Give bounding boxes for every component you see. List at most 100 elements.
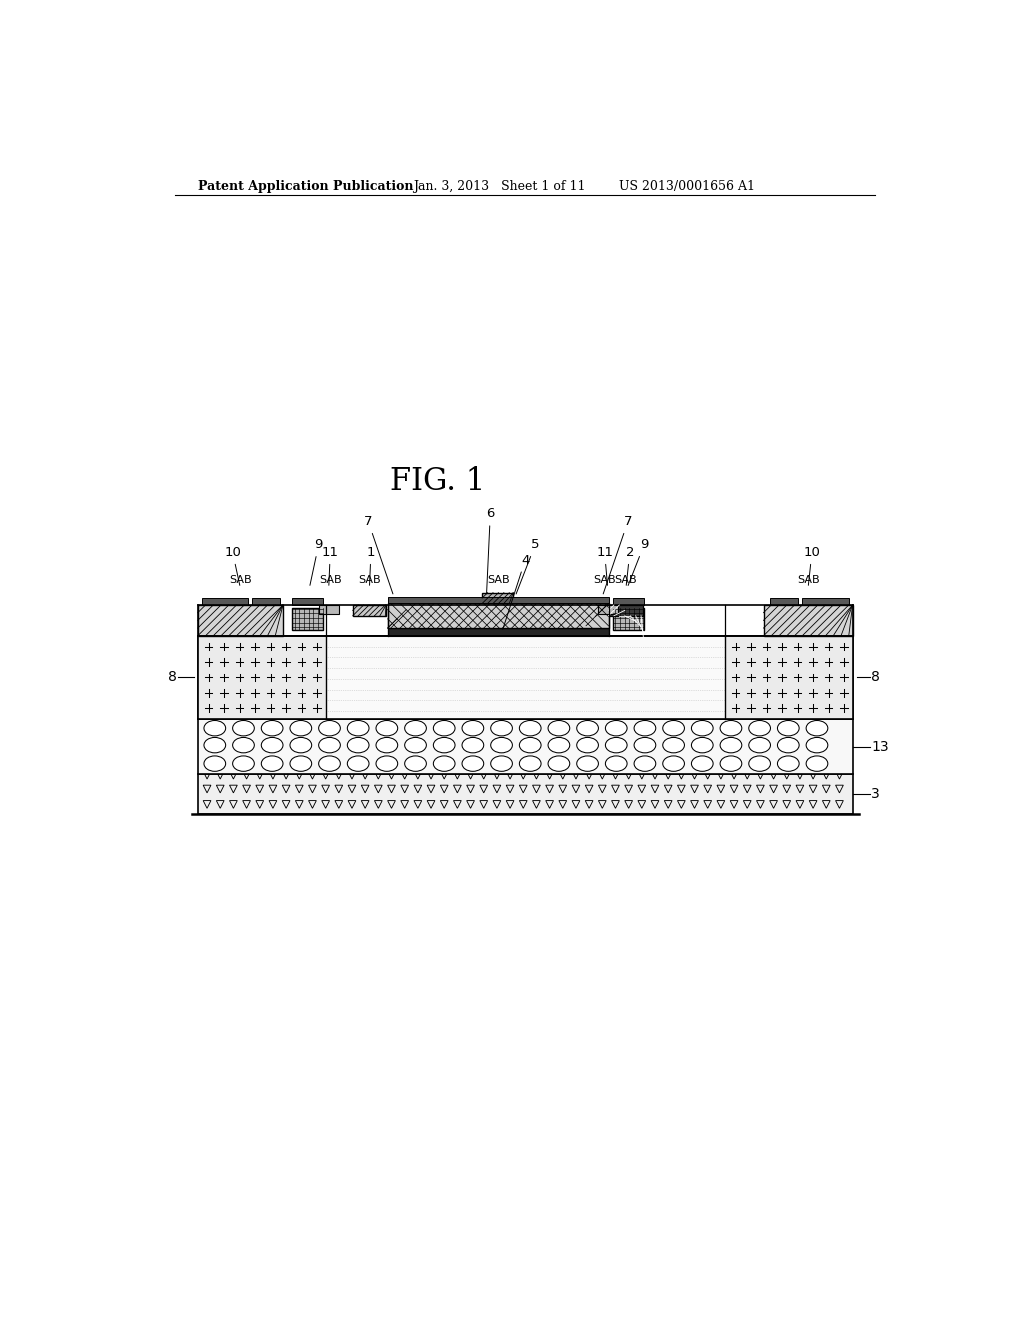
Bar bbox=[198, 775, 853, 814]
Bar bbox=[318, 605, 339, 614]
Text: SAB: SAB bbox=[486, 576, 509, 585]
Text: 7: 7 bbox=[364, 515, 393, 594]
Bar bbox=[388, 597, 608, 603]
Bar bbox=[292, 609, 324, 630]
Ellipse shape bbox=[347, 756, 369, 771]
Ellipse shape bbox=[577, 756, 598, 771]
Bar bbox=[252, 598, 280, 605]
Text: Patent Application Publication: Patent Application Publication bbox=[198, 180, 414, 193]
Ellipse shape bbox=[232, 738, 254, 752]
Text: SAB: SAB bbox=[358, 576, 381, 585]
Ellipse shape bbox=[577, 721, 598, 737]
Ellipse shape bbox=[691, 738, 713, 752]
Text: SAB: SAB bbox=[797, 576, 819, 585]
Text: 10: 10 bbox=[804, 545, 820, 585]
Ellipse shape bbox=[404, 721, 426, 737]
Text: 8: 8 bbox=[168, 671, 177, 684]
Bar bbox=[613, 609, 644, 630]
Text: US 2013/0001656 A1: US 2013/0001656 A1 bbox=[620, 180, 756, 193]
Ellipse shape bbox=[376, 738, 397, 752]
Ellipse shape bbox=[404, 738, 426, 752]
Ellipse shape bbox=[634, 756, 655, 771]
Ellipse shape bbox=[232, 756, 254, 771]
Bar bbox=[198, 636, 853, 719]
Text: 10: 10 bbox=[224, 545, 241, 585]
Ellipse shape bbox=[663, 738, 684, 752]
Ellipse shape bbox=[634, 721, 655, 737]
Text: 7: 7 bbox=[603, 515, 632, 594]
Ellipse shape bbox=[433, 756, 455, 771]
Ellipse shape bbox=[490, 721, 512, 737]
Text: SAB: SAB bbox=[593, 576, 616, 585]
Ellipse shape bbox=[691, 756, 713, 771]
Text: 13: 13 bbox=[871, 739, 889, 754]
Text: 5: 5 bbox=[516, 539, 540, 594]
Ellipse shape bbox=[777, 738, 799, 752]
Text: 2: 2 bbox=[626, 545, 634, 585]
Ellipse shape bbox=[376, 721, 397, 737]
Ellipse shape bbox=[204, 738, 225, 752]
Ellipse shape bbox=[777, 756, 799, 771]
Bar bbox=[388, 603, 608, 628]
Bar bbox=[725, 636, 853, 719]
Bar bbox=[598, 605, 617, 614]
Ellipse shape bbox=[232, 721, 254, 737]
Text: 9: 9 bbox=[628, 539, 648, 586]
Ellipse shape bbox=[376, 756, 397, 771]
Ellipse shape bbox=[433, 738, 455, 752]
Ellipse shape bbox=[462, 756, 483, 771]
Ellipse shape bbox=[634, 738, 655, 752]
Ellipse shape bbox=[261, 756, 283, 771]
Ellipse shape bbox=[462, 721, 483, 737]
Ellipse shape bbox=[806, 738, 827, 752]
Ellipse shape bbox=[749, 756, 770, 771]
Bar bbox=[198, 719, 853, 775]
Ellipse shape bbox=[806, 721, 827, 737]
Bar bbox=[352, 605, 386, 615]
Ellipse shape bbox=[290, 721, 311, 737]
Text: 4: 4 bbox=[503, 553, 529, 630]
Ellipse shape bbox=[548, 721, 569, 737]
Ellipse shape bbox=[490, 756, 512, 771]
Bar bbox=[388, 628, 608, 636]
Text: 8: 8 bbox=[871, 671, 880, 684]
Bar bbox=[326, 636, 725, 719]
Ellipse shape bbox=[462, 738, 483, 752]
Text: FIG. 1: FIG. 1 bbox=[390, 466, 485, 498]
Text: 6: 6 bbox=[486, 507, 495, 594]
Text: 11: 11 bbox=[596, 545, 613, 585]
Bar bbox=[802, 598, 849, 605]
Bar bbox=[608, 605, 643, 615]
Ellipse shape bbox=[519, 721, 541, 737]
Ellipse shape bbox=[204, 721, 225, 737]
Bar bbox=[764, 605, 853, 636]
Ellipse shape bbox=[777, 721, 799, 737]
Ellipse shape bbox=[433, 721, 455, 737]
Ellipse shape bbox=[347, 721, 369, 737]
Text: SAB: SAB bbox=[614, 576, 637, 585]
Text: 11: 11 bbox=[322, 545, 339, 585]
Ellipse shape bbox=[720, 721, 741, 737]
Ellipse shape bbox=[806, 756, 827, 771]
Text: SAB: SAB bbox=[229, 576, 252, 585]
Bar bbox=[198, 605, 283, 636]
Ellipse shape bbox=[318, 721, 340, 737]
Ellipse shape bbox=[605, 721, 627, 737]
Ellipse shape bbox=[347, 738, 369, 752]
Bar bbox=[292, 598, 324, 605]
Text: SAB: SAB bbox=[318, 576, 342, 585]
Ellipse shape bbox=[548, 756, 569, 771]
Ellipse shape bbox=[663, 756, 684, 771]
Bar bbox=[613, 598, 644, 605]
Ellipse shape bbox=[318, 756, 340, 771]
Ellipse shape bbox=[204, 756, 225, 771]
Ellipse shape bbox=[519, 738, 541, 752]
Text: 9: 9 bbox=[310, 539, 323, 585]
Ellipse shape bbox=[605, 738, 627, 752]
Ellipse shape bbox=[261, 721, 283, 737]
Text: Jan. 3, 2013   Sheet 1 of 11: Jan. 3, 2013 Sheet 1 of 11 bbox=[414, 180, 586, 193]
Ellipse shape bbox=[490, 738, 512, 752]
Ellipse shape bbox=[691, 721, 713, 737]
Ellipse shape bbox=[519, 756, 541, 771]
Ellipse shape bbox=[663, 721, 684, 737]
